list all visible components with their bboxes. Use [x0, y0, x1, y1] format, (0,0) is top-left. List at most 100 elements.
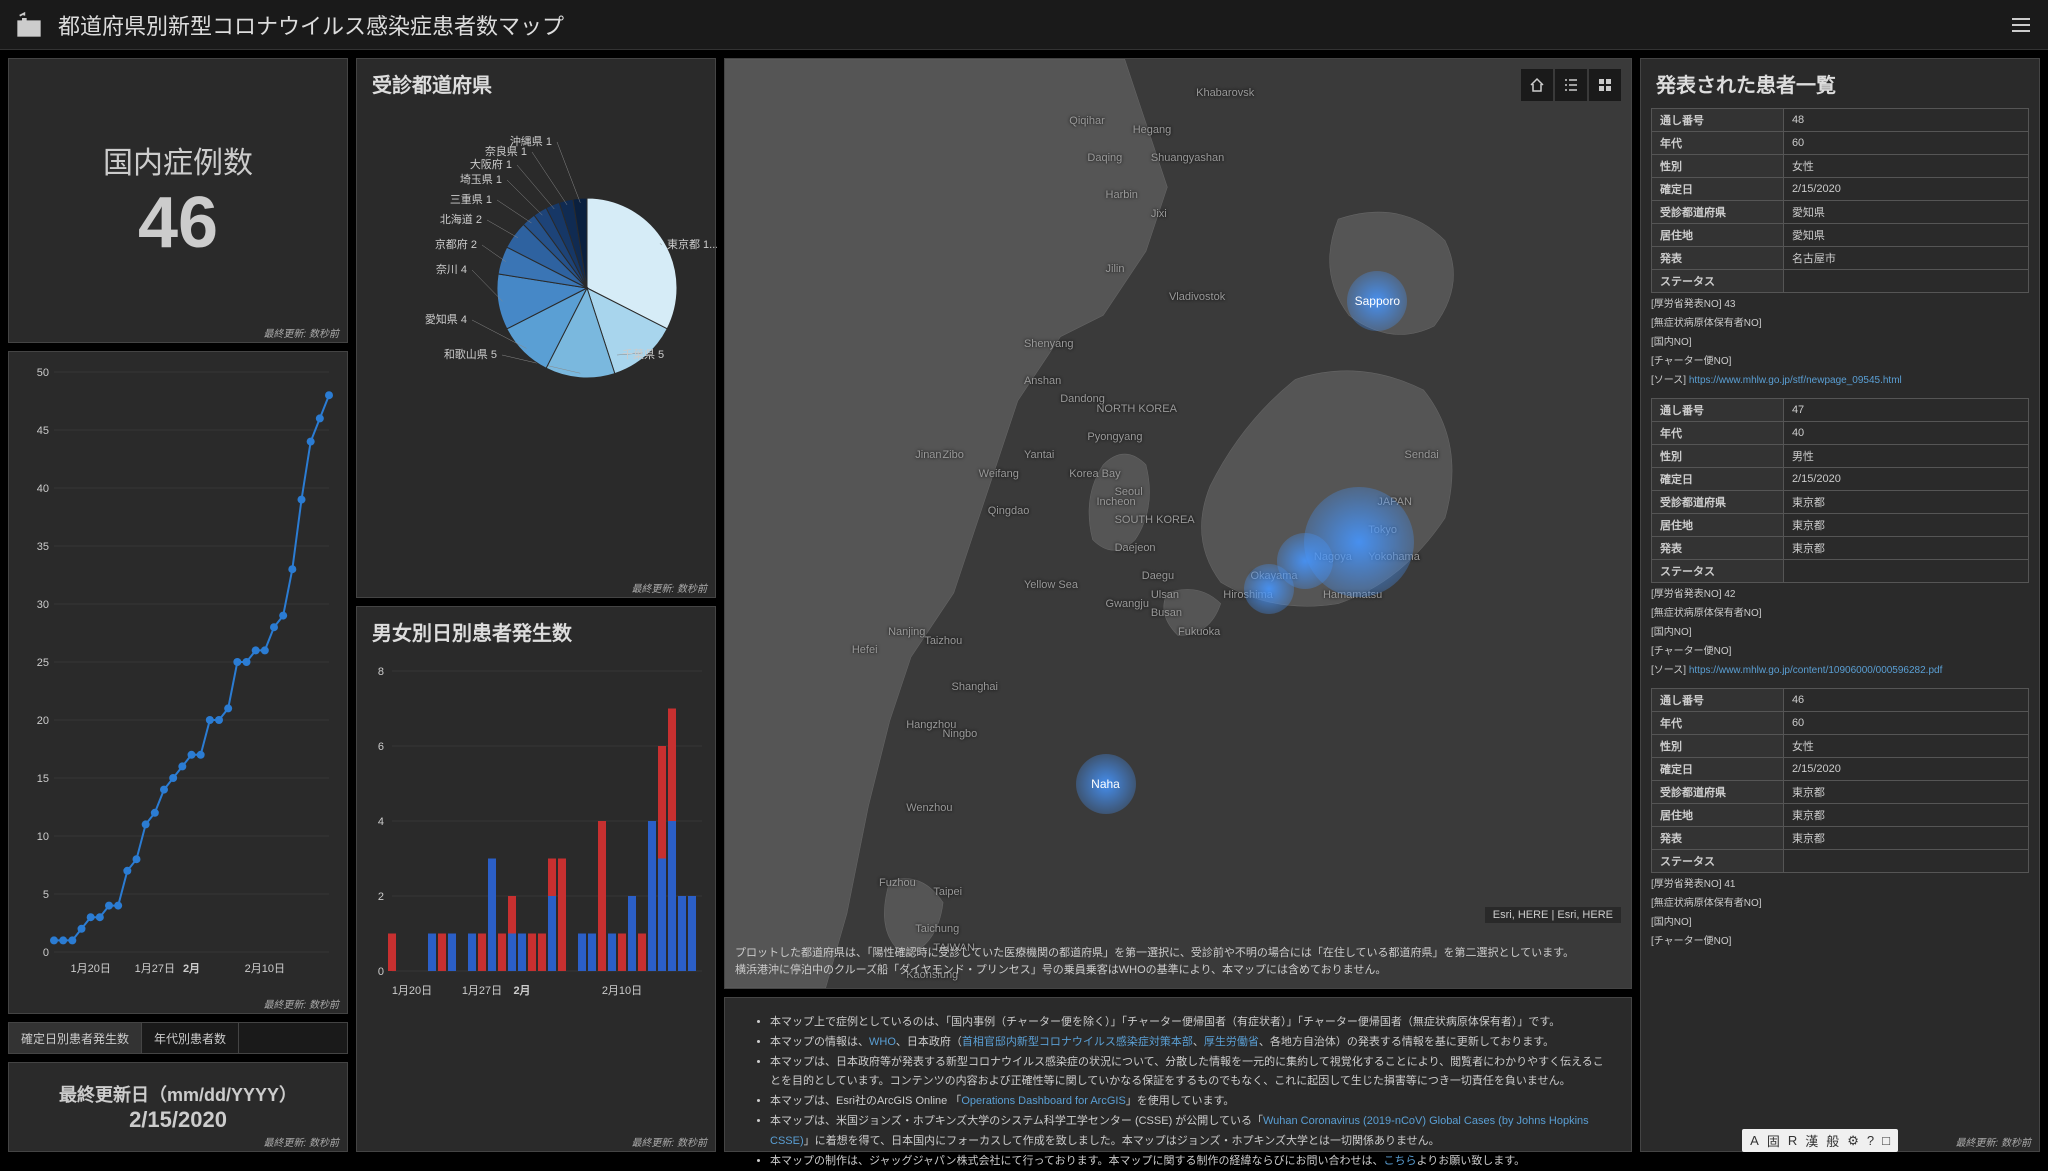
ime-toolbar[interactable]: A固R漢般 ⚙? □ — [1742, 1129, 1898, 1152]
map-label: Shuangyashan — [1151, 152, 1224, 164]
map-label: Hegang — [1133, 124, 1172, 136]
map-label: NORTH KOREA — [1096, 403, 1176, 415]
update-panel: 最終更新日（mm/dd/YYYY） 2/15/2020 最終更新: 数秒前 — [8, 1062, 348, 1152]
map-label: Ningbo — [942, 728, 977, 740]
menu-icon[interactable] — [2009, 13, 2033, 37]
svg-text:8: 8 — [378, 666, 384, 678]
footer-link[interactable]: 厚生労働省 — [1204, 1036, 1259, 1048]
header: 都道府県別新型コロナウイルス感染症患者数マップ — [0, 0, 2048, 50]
svg-text:2月: 2月 — [183, 962, 200, 975]
map-label: Daegu — [1142, 570, 1174, 582]
svg-text:50: 50 — [37, 367, 49, 379]
svg-text:0: 0 — [378, 966, 384, 978]
patient-list[interactable]: 通し番号48年代60性別女性確定日2/15/2020受診都道府県愛知県居住地愛知… — [1641, 108, 2039, 1151]
map-label: SOUTH KOREA — [1115, 514, 1195, 526]
map-label: Busan — [1151, 607, 1182, 619]
patient-footer: 最終更新: 数秒前 — [1955, 1134, 2031, 1149]
map-label: Gwangju — [1106, 598, 1149, 610]
patient-card: 通し番号46年代60性別女性確定日2/15/2020受診都道府県東京都居住地東京… — [1651, 688, 2029, 949]
line-footer: 最終更新: 数秒前 — [263, 996, 339, 1011]
bar-panel: 男女別日別患者発生数 024681月20日1月27日2月2月10日 最終更新: … — [356, 606, 716, 1152]
footer-link[interactable]: Operations Dashboard for ArcGIS — [961, 1095, 1125, 1107]
line-chart: 051015202530354045501月20日1月27日2月2月10日 — [19, 362, 339, 982]
ime-button[interactable]: ? — [1867, 1133, 1874, 1148]
map-label: Zibo — [942, 449, 963, 461]
ime-button[interactable]: □ — [1882, 1133, 1890, 1148]
ime-button[interactable]: ⚙ — [1847, 1133, 1859, 1149]
svg-text:2月10日: 2月10日 — [245, 963, 285, 975]
map-label: Taichung — [915, 923, 959, 935]
pie-chart: 東京都 1...千葉県 5和歌山県 5愛知県 4奈川 4京都府 2北海道 2三重… — [357, 108, 717, 588]
map-label: Jilin — [1106, 263, 1125, 275]
ime-button[interactable]: A — [1750, 1133, 1759, 1148]
map-attribution: Esri, HERE | Esri, HERE — [1485, 907, 1621, 923]
source-link[interactable]: https://www.mhlw.go.jp/content/10906000/… — [1689, 665, 1943, 676]
pie-panel: 受診都道府県 東京都 1...千葉県 5和歌山県 5愛知県 4奈川 4京都府 2… — [356, 58, 716, 598]
svg-text:2月10日: 2月10日 — [602, 985, 642, 997]
map-label: Yantai — [1024, 449, 1054, 461]
ime-button[interactable]: 固 — [1767, 1131, 1780, 1150]
bar-footer: 最終更新: 数秒前 — [631, 1134, 707, 1149]
map-label: Fukuoka — [1178, 626, 1220, 638]
map-circle[interactable] — [1244, 564, 1294, 614]
footer-note-item: 本マップは、米国ジョンズ・ホプキンズ大学のシステム科学工学センター (CSSE)… — [770, 1112, 1606, 1152]
kpi-value: 46 — [138, 182, 218, 264]
map-label: Sendai — [1405, 449, 1439, 461]
map-note: プロットした都道府県は、「陽性確認時に受診していた医療機関の都道府県」を第一選択… — [735, 945, 1621, 978]
map-label: Vladivostok — [1169, 291, 1225, 303]
footer-note-item: 本マップ上で症例としているのは、「国内事例（チャーター便を除く）」「チャーター便… — [770, 1013, 1606, 1033]
map-label: Daqing — [1087, 152, 1122, 164]
map-label: Yellow Sea — [1024, 579, 1078, 591]
svg-text:20: 20 — [37, 715, 49, 727]
footer-link[interactable]: WHO — [869, 1036, 896, 1048]
svg-text:愛知県 4: 愛知県 4 — [425, 312, 467, 326]
map-city-label: Naha — [1091, 777, 1120, 791]
basemap-icon[interactable] — [1589, 69, 1621, 101]
logo-icon — [15, 11, 43, 39]
svg-text:40: 40 — [37, 483, 49, 495]
map-canvas[interactable]: KhabarovskQiqiharHegangDaqingShuangyasha… — [725, 59, 1631, 988]
kpi-panel: 国内症例数 46 最終更新: 数秒前 — [8, 58, 348, 343]
map-label: Fuzhou — [879, 877, 916, 889]
source-link[interactable]: https://www.mhlw.go.jp/stf/newpage_09545… — [1689, 375, 1902, 386]
line-chart-panel: 051015202530354045501月20日1月27日2月2月10日 最終… — [8, 351, 348, 1014]
home-icon[interactable] — [1521, 69, 1553, 101]
map-label: Taipei — [933, 886, 962, 898]
svg-text:30: 30 — [37, 599, 49, 611]
list-icon[interactable] — [1555, 69, 1587, 101]
ime-button[interactable]: 般 — [1826, 1131, 1839, 1150]
ime-button[interactable]: R — [1788, 1133, 1797, 1148]
footer-link[interactable]: 首相官邸内新型コロナウイルス感染症対策本部 — [962, 1036, 1193, 1048]
ime-button[interactable]: 漢 — [1805, 1131, 1818, 1150]
map-label: Nanjing — [888, 626, 925, 638]
footer-note-item: 本マップは、Esri社のArcGIS Online 「Operations Da… — [770, 1092, 1606, 1112]
svg-text:奈川 4: 奈川 4 — [436, 262, 467, 276]
footer-link[interactable]: Wuhan Coronavirus (2019-nCoV) Global Cas… — [770, 1115, 1589, 1147]
map-label: Jinan — [915, 449, 941, 461]
page-title: 都道府県別新型コロナウイルス感染症患者数マップ — [58, 9, 564, 41]
map-panel[interactable]: KhabarovskQiqiharHegangDaqingShuangyasha… — [724, 58, 1632, 989]
svg-text:5: 5 — [43, 889, 49, 901]
svg-text:1月27日: 1月27日 — [462, 985, 502, 997]
map-label: Wenzhou — [906, 802, 952, 814]
update-footer: 最終更新: 数秒前 — [263, 1134, 339, 1149]
svg-text:大阪府 1: 大阪府 1 — [470, 157, 512, 171]
bar-title: 男女別日別患者発生数 — [357, 607, 715, 656]
patient-title: 発表された患者一覧 — [1641, 59, 2039, 108]
map-label: Ulsan — [1151, 589, 1179, 601]
map-label: Taizhou — [924, 635, 962, 647]
tab-by-age[interactable]: 年代別患者数 — [142, 1023, 239, 1053]
footer-notes-panel: 本マップ上で症例としているのは、「国内事例（チャーター便を除く）」「チャーター便… — [724, 997, 1632, 1152]
tabs: 確定日別患者発生数 年代別患者数 — [8, 1022, 348, 1054]
footer-link[interactable]: こちら — [1383, 1155, 1416, 1167]
patient-card: 通し番号47年代40性別男性確定日2/15/2020受診都道府県東京都居住地東京… — [1651, 398, 2029, 678]
map-label: Shenyang — [1024, 338, 1074, 350]
tab-by-date[interactable]: 確定日別患者発生数 — [9, 1023, 142, 1053]
patient-panel: 発表された患者一覧 通し番号48年代60性別女性確定日2/15/2020受診都道… — [1640, 58, 2040, 1152]
map-city-label: Sapporo — [1355, 294, 1400, 308]
footer-note-item: 本マップは、日本政府等が発表する新型コロナウイルス感染症の状況について、分散した… — [770, 1053, 1606, 1093]
map-label: Qiqihar — [1069, 115, 1104, 127]
svg-text:2: 2 — [378, 891, 384, 903]
svg-text:和歌山県 5: 和歌山県 5 — [444, 347, 497, 361]
svg-text:15: 15 — [37, 773, 49, 785]
